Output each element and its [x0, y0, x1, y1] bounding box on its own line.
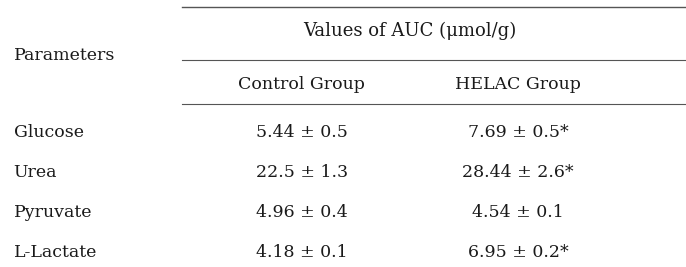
Text: Pyruvate: Pyruvate: [14, 204, 92, 221]
Text: HELAC Group: HELAC Group: [455, 76, 581, 93]
Text: 6.95 ± 0.2*: 6.95 ± 0.2*: [468, 244, 568, 261]
Text: 4.54 ± 0.1: 4.54 ± 0.1: [472, 204, 564, 221]
Text: Urea: Urea: [14, 164, 57, 181]
Text: Values of AUC (μmol/g): Values of AUC (μmol/g): [303, 22, 517, 40]
Text: L-Lactate: L-Lactate: [14, 244, 97, 261]
Text: Parameters: Parameters: [14, 47, 115, 64]
Text: Control Group: Control Group: [239, 76, 365, 93]
Text: 28.44 ± 2.6*: 28.44 ± 2.6*: [462, 164, 573, 181]
Text: 22.5 ± 1.3: 22.5 ± 1.3: [256, 164, 348, 181]
Text: 7.69 ± 0.5*: 7.69 ± 0.5*: [468, 124, 568, 141]
Text: 4.18 ± 0.1: 4.18 ± 0.1: [256, 244, 348, 261]
Text: 5.44 ± 0.5: 5.44 ± 0.5: [256, 124, 348, 141]
Text: 4.96 ± 0.4: 4.96 ± 0.4: [256, 204, 348, 221]
Text: Glucose: Glucose: [14, 124, 84, 141]
